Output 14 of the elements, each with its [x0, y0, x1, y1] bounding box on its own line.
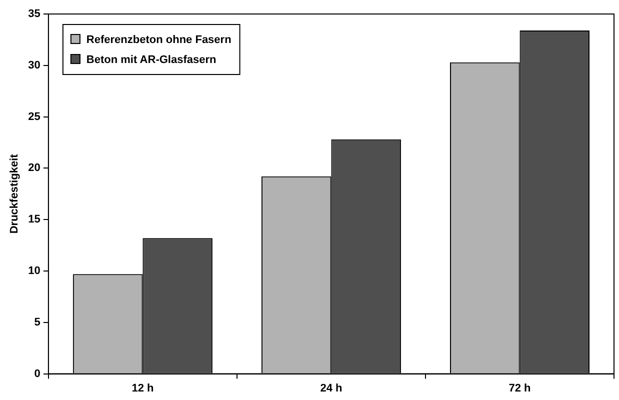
y-axis-title: Druckfestigkeit — [8, 154, 21, 234]
y-tick-label: 30 — [28, 59, 40, 72]
y-tick-label: 20 — [28, 162, 40, 174]
y-tick-label: 25 — [28, 110, 40, 123]
legend-label: Referenzbeton ohne Fasern — [86, 34, 232, 46]
x-tick-label: 72 h — [508, 382, 532, 394]
y-tick-label: 0 — [34, 368, 40, 380]
y-tick-label: 5 — [34, 316, 40, 328]
x-tick-label: 12 h — [132, 382, 154, 394]
legend-label: Beton mit AR-Glasfasern — [86, 54, 216, 66]
y-tick-label: 35 — [28, 8, 40, 20]
y-tick-label: 10 — [28, 265, 40, 278]
x-tick-label: 24 h — [320, 382, 342, 394]
y-tick-label: 15 — [28, 214, 40, 226]
